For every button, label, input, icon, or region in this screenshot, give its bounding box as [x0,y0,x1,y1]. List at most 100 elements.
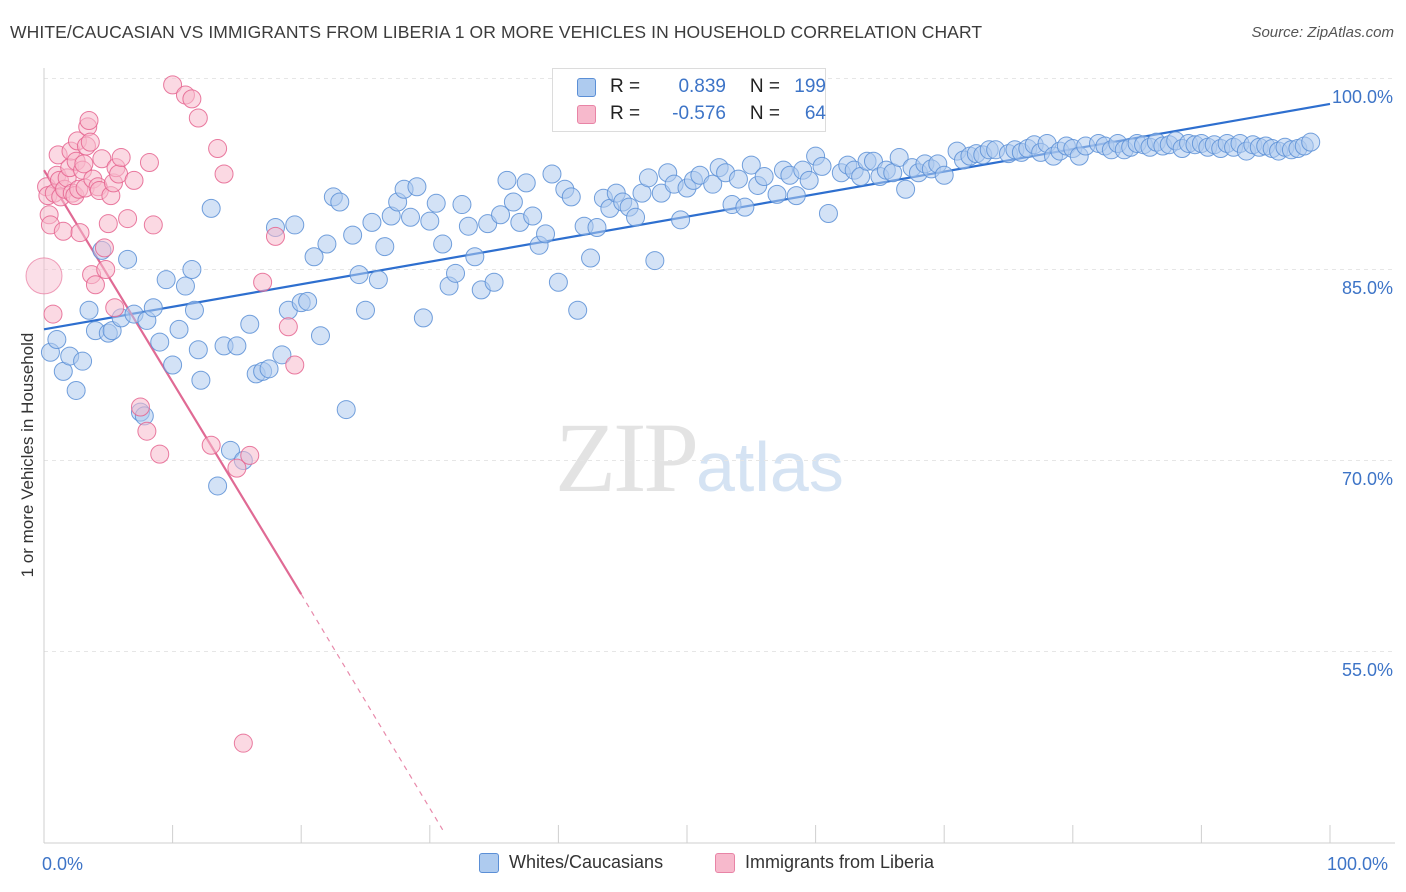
point-whites [703,174,723,194]
point-whites [175,276,195,296]
point-liberia [150,444,170,464]
point-liberia [188,108,208,128]
point-whites [786,186,806,206]
point-liberia [163,75,183,95]
point-liberia [70,223,90,243]
point-liberia [227,458,247,478]
point-whites [671,210,691,230]
point-liberia [79,111,99,131]
point-liberia [208,139,228,159]
data-points [25,75,1321,753]
point-whites [118,249,138,269]
point-whites [536,224,556,244]
point-whites [458,216,478,236]
point-whites [934,165,954,185]
point-whites [362,212,382,232]
legend-n-label: N = [749,103,780,124]
bottom-legend-swatch-whites [479,852,499,873]
point-whites [767,184,787,204]
point-liberia [214,164,234,184]
point-whites [73,351,93,371]
chart-title: WHITE/CAUCASIAN VS IMMIGRANTS FROM LIBER… [10,22,983,42]
point-liberia [285,355,305,375]
point-liberia [139,153,159,173]
point-liberia [143,215,163,235]
point-whites [143,298,163,318]
y-axis-title: 1 or more Vehicles in Household [18,332,37,578]
point-whites [581,248,601,268]
y-tick-label: 70.0% [1341,468,1393,489]
watermark-zip: ZIP [555,402,699,513]
point-whites [799,170,819,190]
point-whites [317,234,337,254]
point-liberia [94,238,114,258]
point-liberia [265,226,285,246]
point-whites [220,440,240,460]
point-whites [741,155,761,175]
point-whites [638,168,658,188]
point-whites [375,237,395,257]
point-whites [184,300,204,320]
point-whites [433,234,453,254]
point-whites [503,192,523,212]
trend-line-liberia [43,169,303,595]
point-whites [240,314,260,334]
point-whites [343,225,363,245]
point-whites [336,400,356,420]
point-whites [330,192,350,212]
legend-swatch-whites [577,77,596,97]
point-whites [568,300,588,320]
legend-r-label: R = [610,76,641,97]
point-liberia [124,170,144,190]
legend-r-label: R = [610,103,641,124]
legend-n-value: 64 [804,103,826,124]
point-whites [79,300,99,320]
point-whites [452,195,472,215]
point-whites [754,167,774,187]
point-whites [548,272,568,292]
point-whites [516,173,536,193]
point-liberia [233,733,253,753]
point-liberia [240,445,260,465]
point-whites [735,197,755,217]
point-whites [150,332,170,352]
point-liberia [43,304,63,324]
legend-row-liberia: R = -0.576 N = 64 [577,102,826,126]
point-whites [587,217,607,237]
point-whites [465,247,485,267]
point-whites [285,215,305,235]
point-liberia [111,147,131,167]
point-whites [626,207,646,227]
point-whites [420,211,440,231]
point-whites [426,193,446,213]
legend-n-label: N = [749,76,780,97]
point-whites [523,206,543,226]
point-whites [208,476,228,496]
point-whites [896,179,916,199]
point-whites [349,265,369,285]
x-tick-label: 0.0% [42,854,84,874]
point-whites [201,198,221,218]
point-whites [1301,132,1321,152]
legend-row-whites: R = 0.839 N = 199 [577,75,826,99]
source-credit: Source: ZipAtlas.com [1251,24,1394,41]
point-whites [561,187,581,207]
point-whites [356,300,375,320]
point-whites [889,147,909,167]
point-whites [728,169,748,189]
point-liberia [278,317,298,337]
point-liberia [80,132,100,152]
point-whites [272,345,292,365]
legend: R = 0.839 N = 199 R = -0.576 N = 64 [552,68,826,132]
legend-r-value: -0.576 [672,103,726,124]
legend-swatch-liberia [577,104,596,124]
point-whites [812,156,832,176]
legend-n-value: 199 [794,76,826,97]
y-tick-label: 85.0% [1341,277,1393,298]
point-liberia [118,209,138,229]
bottom-legend-label: Immigrants from Liberia [745,852,935,872]
point-whites [484,272,504,292]
point-whites [645,251,665,271]
y-tick-label: 100.0% [1331,86,1393,107]
